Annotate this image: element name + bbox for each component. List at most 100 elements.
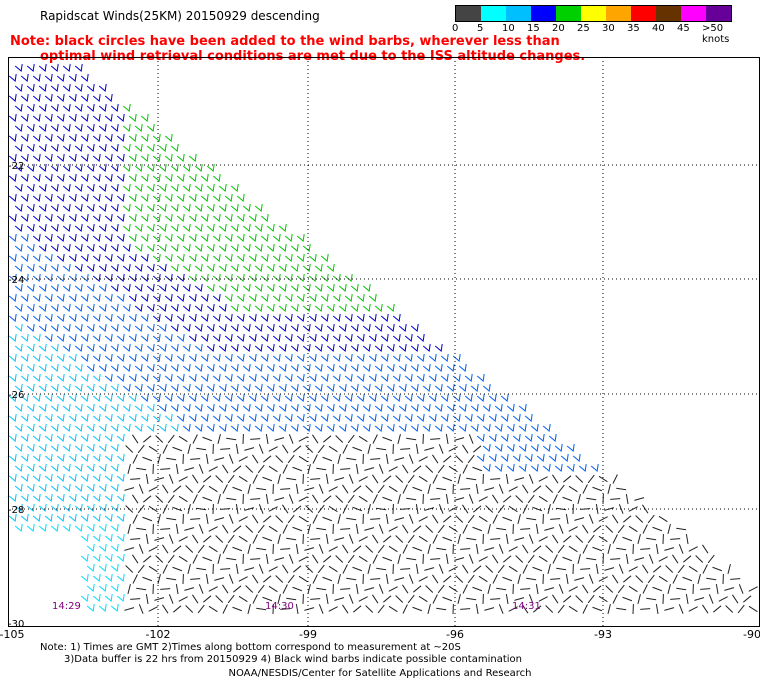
wind-barb (140, 353, 149, 362)
wind-barb (128, 273, 137, 282)
wind-barb (618, 564, 624, 574)
wind-barb (152, 233, 161, 242)
wind-barb (143, 495, 152, 503)
legend-label: 20 (552, 23, 565, 34)
wind-barb (32, 353, 41, 362)
legend-swatch (581, 6, 606, 21)
wind-barb (404, 353, 413, 362)
wind-barb (286, 597, 297, 601)
wind-barb (208, 605, 218, 613)
note-line-1: Note: black circles have been added to t… (10, 34, 560, 49)
wind-barb (62, 63, 71, 72)
wind-barb (212, 213, 221, 222)
wind-barb (408, 454, 414, 464)
wind-barb (342, 564, 348, 574)
wind-barb (86, 203, 95, 212)
wind-barb (222, 604, 228, 614)
wind-barb (92, 173, 101, 182)
wind-barb (50, 103, 59, 112)
wind-barb (200, 193, 209, 202)
wind-barb (545, 545, 554, 553)
wind-barb (462, 444, 469, 454)
wind-barb (348, 474, 354, 484)
wind-barb (56, 273, 65, 282)
wind-barb (148, 486, 158, 492)
wind-barb (194, 403, 203, 412)
wind-barb (358, 555, 368, 563)
wind-barb (86, 363, 95, 372)
wind-barb (206, 303, 215, 312)
wind-barb (122, 163, 131, 172)
wind-barb (92, 253, 101, 262)
wind-barb (688, 606, 698, 612)
wind-barb (484, 547, 495, 551)
wind-barb (410, 403, 419, 412)
wind-barb (158, 223, 167, 232)
wind-barb (595, 563, 599, 575)
wind-barb (268, 566, 278, 572)
wind-barb (518, 423, 527, 432)
wind-barb (446, 423, 455, 432)
wind-barb (164, 413, 173, 422)
wind-barb (140, 233, 149, 242)
wind-barb (164, 393, 173, 402)
wind-barb (50, 443, 59, 452)
wind-barb (272, 293, 281, 302)
wind-barb (278, 383, 287, 392)
wind-barb (332, 313, 341, 322)
wind-barb (68, 293, 77, 302)
wind-barb (280, 488, 291, 490)
wind-barb (146, 383, 155, 392)
wind-barb (236, 393, 245, 402)
legend-label: 35 (627, 23, 640, 34)
wind-barb (410, 343, 419, 352)
latitude-labels: -20-22-24-26-28-30 (8, 57, 24, 627)
wind-barb (458, 363, 467, 372)
wind-barb (178, 495, 188, 503)
wind-barb (194, 183, 203, 192)
wind-barb (110, 183, 119, 192)
wind-barb (122, 283, 131, 292)
wind-barb (332, 413, 341, 422)
wind-barb (176, 173, 185, 182)
wind-barb (138, 484, 144, 494)
wind-barb (392, 373, 401, 382)
wind-barb (142, 456, 153, 462)
wind-barb (124, 547, 135, 551)
wind-barb (316, 527, 327, 531)
wind-barb (353, 545, 362, 553)
wind-barb (427, 544, 431, 554)
wind-barb (494, 463, 503, 472)
legend-swatch (656, 6, 681, 21)
wind-barb (202, 496, 213, 502)
wind-barb (44, 133, 53, 142)
wind-barb (38, 283, 47, 292)
wind-barb (86, 463, 95, 472)
wind-barb (265, 493, 269, 505)
wind-barb (554, 443, 563, 452)
wind-barb (218, 243, 227, 252)
wind-barb (470, 383, 479, 392)
wind-barb (14, 503, 23, 512)
time-label: 14:29 (52, 601, 81, 612)
wind-barb (20, 273, 29, 282)
wind-barb (146, 363, 155, 372)
wind-barb (667, 584, 671, 594)
wind-barb (302, 363, 311, 372)
wind-barb (238, 595, 248, 603)
wind-barb (128, 253, 137, 262)
wind-barb (68, 373, 77, 382)
wind-barb (74, 383, 83, 392)
wind-barb (592, 546, 603, 552)
wind-barb (257, 524, 265, 534)
wind-barb (492, 574, 498, 584)
wind-barb (206, 323, 215, 332)
wind-barb (222, 544, 228, 554)
wind-barb (372, 434, 378, 444)
wind-barb (328, 606, 338, 612)
wind-barb (404, 373, 413, 382)
wind-barb (472, 526, 483, 532)
wind-barb (310, 598, 321, 600)
wind-barb (104, 213, 113, 222)
wind-barb (370, 518, 381, 520)
